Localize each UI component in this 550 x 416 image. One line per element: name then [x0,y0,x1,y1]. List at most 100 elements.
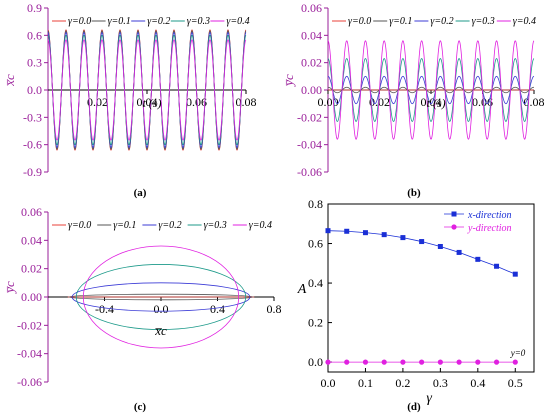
y-tick-label-1-1: 0.04 [301,28,322,42]
y-tick-label-1-0: 0.06 [301,1,322,15]
data-point-d-1-7 [456,359,462,365]
y-axis-label-c: y̅c [2,281,17,295]
data-point-d-0-0 [325,228,331,234]
x-tick-label-1-3: 0.06 [472,95,493,109]
series-line-b-3 [327,58,535,122]
y-tick-label-2-2: 0.02 [21,262,42,276]
legend-label-2-0: γ=0.0 [68,220,91,231]
y-tick-label-0-3: 0.0 [27,83,42,97]
x-axis-label-d: γ [426,391,432,406]
legend-label-2-3: γ=0.3 [204,220,227,231]
legend-label-0-2: γ=0.2 [147,16,170,27]
panel-c-chart: 0.06 0.04 0.02 0.00 -0.02 -0.04 -0.06 -0.4 0.0 0.… [2,205,282,389]
data-point-d-1-8 [475,359,481,365]
x-tick-label-2-1: 0.0 [154,302,169,316]
data-point-d-1-1 [344,359,350,365]
y-tick-label-0-0: 0.9 [27,1,42,15]
panel-label-a: (a) [134,187,147,199]
legend-marker-d-0 [451,211,457,217]
x-tick-label-3-0: 0.0 [321,376,336,390]
x-tick-label-3-2: 0.2 [395,376,410,390]
y-tick-label-1-5: -0.04 [297,138,322,152]
y-tick-label-0-6: -0.9 [23,165,42,179]
legend-label-1-1: γ=0.1 [389,16,412,27]
series-line-a-4 [47,39,247,141]
y-tick-label-1-4: -0.02 [297,110,322,124]
panel-label-c: (c) [134,401,147,413]
x-tick-label-2-3: 0.8 [267,302,282,316]
data-point-d-0-9 [494,263,500,269]
series-line-d-0 [327,230,516,275]
y-tick-label-0-2: 0.3 [27,56,42,70]
legend-label-0-4: γ=0.4 [226,16,249,27]
data-point-d-1-9 [493,359,500,365]
series-line-c-4 [82,245,240,349]
data-point-d-0-10 [512,271,518,277]
y-axis-label-d: A [297,282,307,297]
x-tick-label-3-4: 0.4 [470,376,485,390]
data-point-d-0-2 [362,230,368,236]
x-tick-label-0-2: 0.06 [186,95,207,109]
x-axis-label-b: t (s) [427,96,446,110]
series-line-c-1 [68,293,254,301]
annotation-d: y=0 [510,348,526,358]
data-point-d-0-6 [437,243,443,249]
x-tick-label-1-4: 0.08 [524,95,545,109]
x-tick-label-1-0: 0.00 [318,95,339,109]
panel-a-chart: 0.9 0.6 0.3 0.0 -0.3 -0.6 -0.9 0.02 0.04 0.06 0.08… [2,1,257,179]
data-point-d-1-10 [512,359,518,365]
legend-label-d-0: x-direction [467,210,512,221]
x-tick-label-0-3: 0.08 [236,95,257,109]
y-axis-label-a: x̅c [2,74,17,87]
panel-label-d: (d) [407,401,421,413]
y-tick-label-1-6: -0.06 [297,165,322,179]
y-tick-label-3-4: 0.0 [308,355,323,369]
legend-label-2-4: γ=0.4 [249,220,272,231]
data-point-d-0-3 [381,232,387,238]
y-tick-label-3-3: 0.2 [308,316,323,330]
x-tick-label-2-2: 0.4 [210,302,225,316]
x-tick-label-2-0: -0.4 [95,302,114,316]
x-axis-label-a: t (s) [142,96,161,110]
y-tick-label-2-6: -0.06 [17,375,42,389]
data-point-d-1-2 [362,359,369,365]
series-line-b-4 [327,40,535,140]
x-tick-label-3-1: 0.1 [358,376,373,390]
y-tick-label-0-4: -0.3 [23,110,42,124]
y-tick-label-2-4: -0.02 [17,318,42,332]
x-tick-label-1-1: 0.02 [369,95,390,109]
x-axis-label-c: x̅c [154,323,167,338]
panel-b-chart: 0.060.040.020.00-0.02-0.04-0.060.00 0.02 0… [281,1,545,179]
panel-label-b: (b) [407,187,421,199]
y-tick-label-1-2: 0.02 [301,56,322,70]
series-line-b-2 [327,75,535,105]
series-line-c-3 [75,264,247,330]
x-tick-label-3-5: 0.5 [508,376,523,390]
x-tick-label-0-1: 0.04 [137,95,158,109]
x-tick-label-0-0: 0.02 [87,95,108,109]
y-tick-label-1-3: 0.00 [301,83,322,97]
legend-label-0-3: γ=0.3 [187,16,210,27]
legend-label-1-0: γ=0.0 [348,16,371,27]
legend-label-1-3: γ=0.3 [472,16,495,27]
data-point-d-0-1 [344,228,350,234]
legend-marker-d-1 [451,224,457,230]
y-tick-label-0-5: -0.6 [23,138,42,152]
data-point-d-1-4 [400,359,406,365]
legend-label-d-1: y-direction [467,223,512,234]
legend-label-2-1: γ=0.1 [113,220,136,231]
data-point-d-1-6 [437,359,443,365]
plot-frame-d [327,203,535,373]
x-tick-label-3-3: 0.3 [433,376,448,390]
legend-label-1-4: γ=0.4 [513,16,536,27]
series-line-b-1 [327,86,535,94]
x-tick-label-1-2: 0.04 [421,95,442,109]
series-line-c-2 [71,282,251,312]
y-tick-label-2-5: -0.04 [17,347,42,361]
data-point-d-1-0 [325,359,331,365]
y-axis-label-b: y̅c [281,74,296,88]
y-tick-label-2-1: 0.04 [21,233,42,247]
y-tick-label-2-3: 0.00 [21,290,42,304]
legend-label-2-2: γ=0.2 [158,220,181,231]
